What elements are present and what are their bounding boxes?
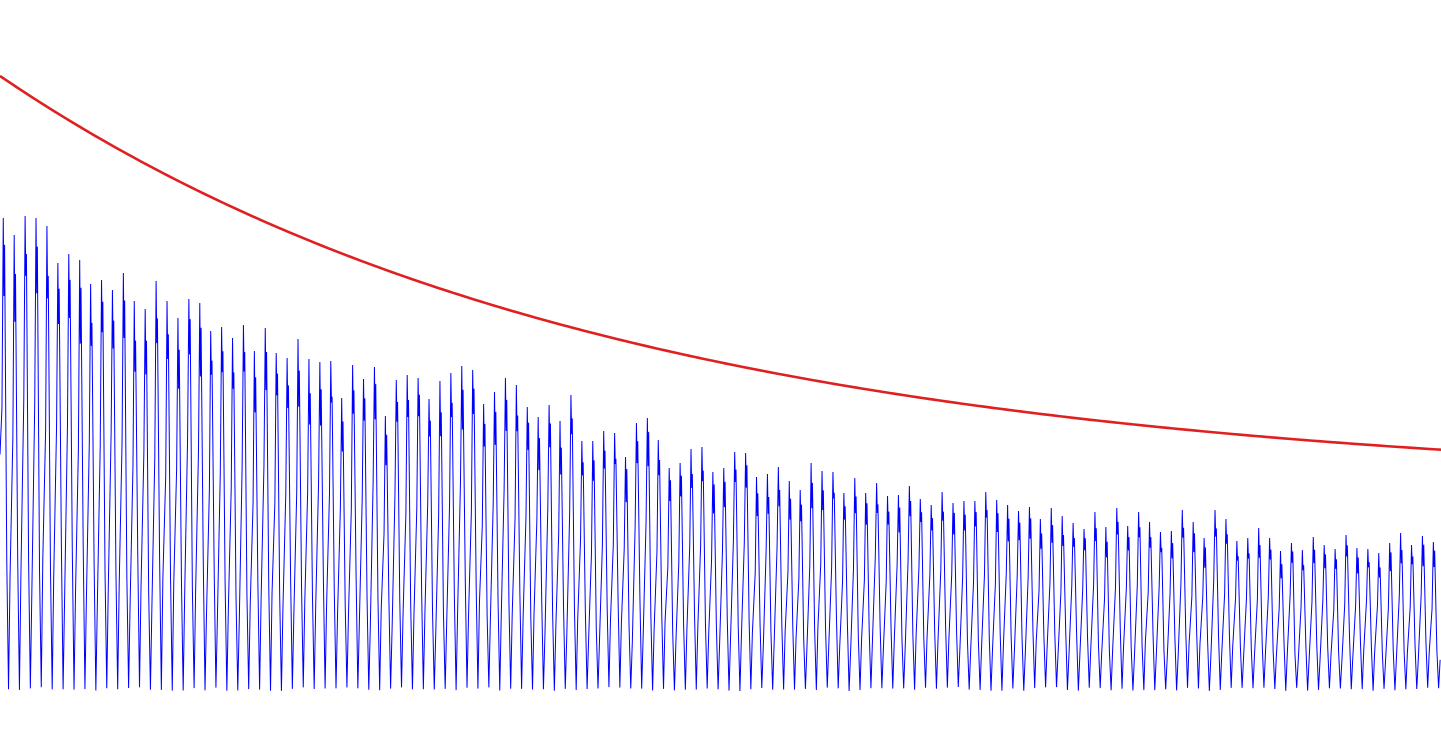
series-envelope-line — [0, 74, 1441, 452]
series-signal-line — [0, 215, 1441, 692]
series-layer — [0, 74, 1441, 692]
